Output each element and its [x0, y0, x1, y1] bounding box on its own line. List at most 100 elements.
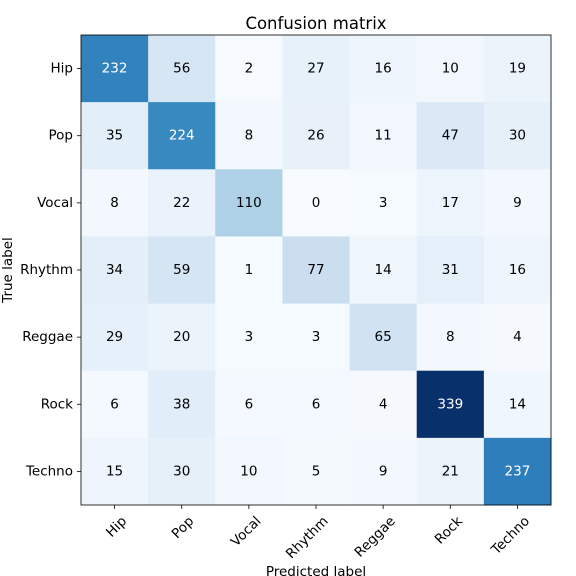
heatmap-cells: [81, 35, 552, 506]
cell-value-label: 26: [307, 128, 324, 144]
cell-value-label: 0: [312, 195, 321, 211]
y-tick-label: Reggae: [22, 329, 73, 345]
y-axis-ticks: Hip Pop Vocal Rhythm Reggae Rock Techno: [20, 61, 81, 479]
cell-value-label: 65: [375, 329, 392, 345]
cell-value-label: 339: [437, 396, 463, 412]
heatmap-cell: [483, 370, 552, 439]
cell-value-label: 27: [307, 61, 324, 77]
cell-value-label: 8: [110, 195, 119, 211]
x-tick-label: Vocal: [228, 513, 265, 550]
y-tick-label: Rhythm: [20, 262, 73, 278]
heatmap-cell: [215, 35, 283, 103]
x-tick-label: Techno: [488, 513, 533, 558]
heatmap-cell: [148, 169, 216, 237]
heatmap-cell: [148, 437, 216, 506]
y-tick-label: Hip: [51, 61, 73, 77]
cell-value-label: 59: [173, 262, 190, 278]
heatmap-cell: [349, 169, 418, 237]
heatmap-cell: [215, 102, 283, 170]
heatmap-cell: [282, 437, 351, 506]
heatmap-cell: [215, 370, 283, 439]
x-tick-label: Rock: [432, 513, 466, 547]
y-tick-label: Rock: [41, 396, 73, 412]
cell-value-label: 16: [509, 262, 526, 278]
heatmap-cell: [81, 303, 149, 372]
heatmap-cell: [81, 370, 149, 439]
x-tick-label: Rhythm: [283, 513, 332, 562]
cell-value-label: 29: [106, 329, 123, 345]
heatmap-cell: [282, 169, 351, 237]
heatmap-cell: [215, 437, 283, 506]
heatmap-cell: [148, 102, 216, 170]
cell-value-label: 20: [173, 329, 190, 345]
heatmap-cell: [349, 35, 418, 103]
cell-value-label: 56: [173, 61, 190, 77]
cell-value-label: 11: [375, 128, 392, 144]
heatmap-cell: [349, 303, 418, 372]
cell-value-label: 8: [446, 329, 455, 345]
cell-value-label: 30: [173, 463, 190, 479]
cell-value-label: 2: [245, 61, 254, 77]
heatmap-cell: [483, 102, 552, 170]
heatmap-cell: [215, 236, 283, 305]
heatmap-cell: [349, 437, 418, 506]
y-tick-label: Techno: [25, 463, 73, 479]
cell-value-label: 77: [307, 262, 324, 278]
x-tick-label: Reggae: [352, 513, 399, 560]
heatmap-cell: [483, 35, 552, 103]
cell-value-label: 30: [509, 128, 526, 144]
cell-value-label: 5: [312, 463, 321, 479]
cell-value-label: 19: [509, 61, 526, 77]
cell-value-label: 4: [379, 396, 388, 412]
cell-value-label: 3: [245, 329, 254, 345]
heatmap-cell: [416, 169, 485, 237]
heatmap-cell: [81, 437, 149, 506]
y-axis-label: True label: [0, 237, 16, 304]
cell-value-label: 21: [442, 463, 459, 479]
heatmap-cell: [483, 169, 552, 237]
heatmap-cell: [416, 35, 485, 103]
heatmap-cell: [81, 35, 149, 103]
heatmap-cell: [416, 303, 485, 372]
heatmap-cell: [349, 102, 418, 170]
cell-value-label: 15: [106, 463, 123, 479]
cell-value-label: 10: [240, 463, 257, 479]
cell-value-label: 35: [106, 128, 123, 144]
cell-value-label: 110: [236, 195, 262, 211]
heatmap-cell: [282, 35, 351, 103]
chart-title: Confusion matrix: [245, 14, 386, 33]
heatmap-cell: [416, 437, 485, 506]
cell-value-label: 4: [513, 329, 522, 345]
plot-frame: [80, 34, 552, 506]
cell-value-label: 8: [245, 128, 254, 144]
cell-value-label: 3: [312, 329, 321, 345]
heatmap-cell: [483, 303, 552, 372]
cell-value-label: 16: [375, 61, 392, 77]
heatmap-cell: [81, 169, 149, 237]
x-tick-label: Hip: [103, 513, 130, 540]
x-axis-ticks: Hip Pop Vocal Rhythm Reggae Rock Techno: [103, 505, 533, 562]
heatmap-cell: [148, 370, 216, 439]
cell-value-label: 14: [375, 262, 392, 278]
heatmap-cell: [282, 370, 351, 439]
heatmap-cell: [416, 370, 485, 439]
cell-value-label: 224: [169, 128, 195, 144]
x-axis-label: Predicted label: [266, 564, 366, 576]
cell-value-label: 6: [312, 396, 321, 412]
y-tick-label: Vocal: [37, 195, 73, 211]
cell-value-label: 22: [173, 195, 190, 211]
heatmap-cell: [148, 303, 216, 372]
heatmap-cell: [81, 236, 149, 305]
cell-value-label: 9: [379, 463, 388, 479]
heatmap-cell: [416, 236, 485, 305]
heatmap-cell: [483, 236, 552, 305]
heatmap-cell: [483, 437, 552, 506]
cell-value-label: 6: [245, 396, 254, 412]
y-tick-label: Pop: [49, 128, 74, 144]
heatmap-cell: [282, 102, 351, 170]
cell-value-label: 3: [379, 195, 388, 211]
heatmap-cell: [148, 236, 216, 305]
